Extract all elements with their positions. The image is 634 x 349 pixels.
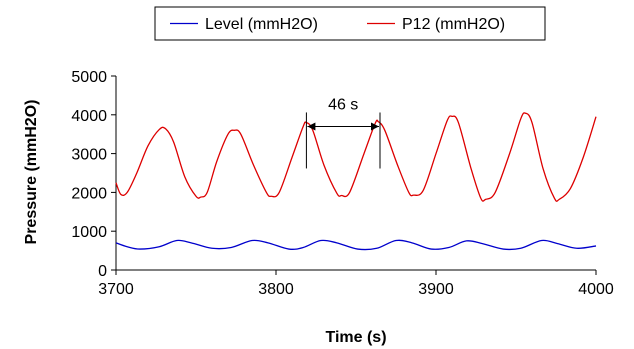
y-tick-label: 1000 (71, 224, 107, 241)
annotation-label-bg (319, 92, 368, 115)
series-line-p12 (115, 112, 597, 202)
annotation-arrow-left (307, 122, 316, 131)
y-tick-label: 3000 (71, 147, 107, 164)
legend-label-level: Level (mmH2O) (205, 16, 318, 33)
y-axis-title: Pressure (mmH2O) (23, 100, 40, 245)
x-tick-label: 3900 (418, 281, 454, 298)
legend-label-p12: P12 (mmH2O) (402, 16, 505, 33)
annotation-arrow-right (371, 122, 379, 131)
series-line-level (115, 239, 597, 251)
legend: Level (mmH2O) P12 (mmH2O) (154, 6, 546, 41)
legend-box (154, 6, 546, 41)
y-tick-label: 2000 (71, 185, 107, 202)
annotation-label: 46 s (328, 96, 358, 113)
x-axis-title: Time (s) (325, 329, 386, 346)
x-tick-label: 3800 (258, 281, 294, 298)
y-tick-label: 0 (98, 263, 107, 280)
x-ticks: 3700 3800 3900 4000 (98, 270, 614, 298)
x-tick-label: 4000 (578, 281, 614, 298)
annotation-layer: 46 s (305, 92, 381, 169)
series-layer (115, 112, 597, 251)
y-tick-label: 4000 (71, 108, 107, 125)
x-tick-label: 3700 (98, 281, 134, 298)
y-tick-label: 5000 (71, 69, 107, 86)
y-ticks: 0 1000 2000 3000 4000 5000 (71, 69, 116, 280)
